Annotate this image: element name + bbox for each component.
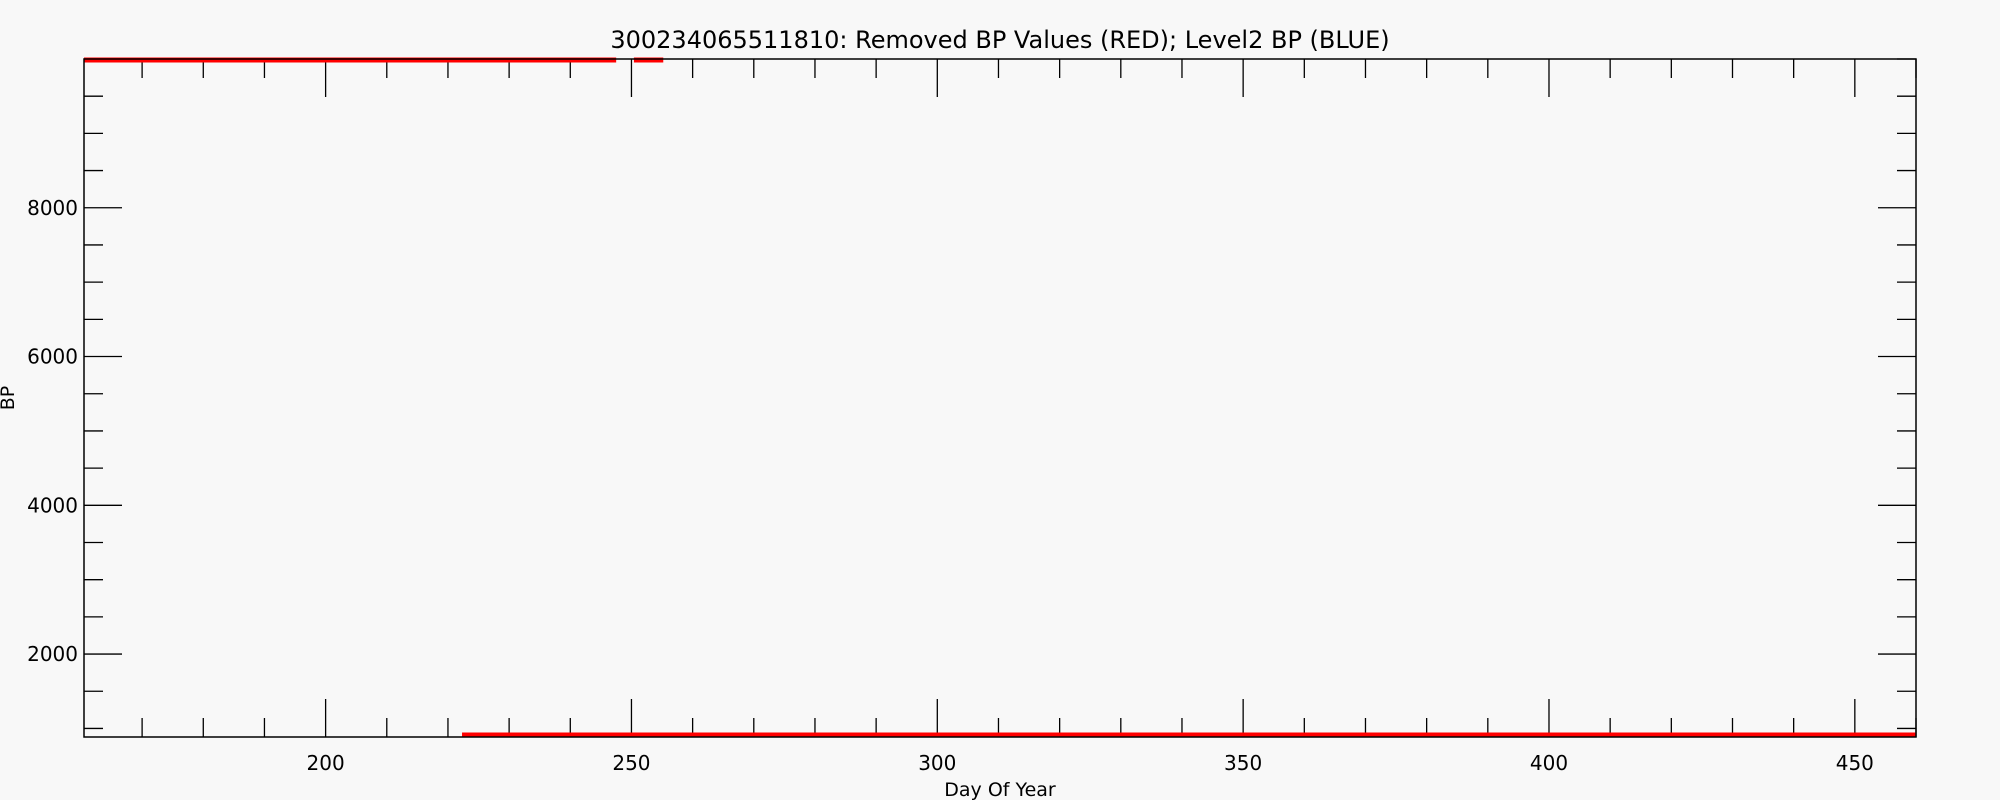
y-axis-label: BP — [0, 386, 19, 411]
chart-title: 300234065511810: Removed BP Values (RED)… — [610, 26, 1389, 54]
x-tick-label: 400 — [1530, 751, 1568, 775]
y-tick-label: 8000 — [27, 196, 78, 220]
y-tick-label: 2000 — [27, 642, 78, 666]
x-tick-label: 300 — [918, 751, 956, 775]
y-tick-label: 6000 — [27, 345, 78, 369]
y-tick-label: 4000 — [27, 493, 78, 517]
x-tick-label: 450 — [1836, 751, 1874, 775]
x-tick-label: 250 — [612, 751, 650, 775]
x-tick-label: 200 — [307, 751, 345, 775]
x-axis-label: Day Of Year — [944, 779, 1056, 800]
plot-frame — [83, 58, 1917, 738]
x-tick-label: 350 — [1224, 751, 1262, 775]
